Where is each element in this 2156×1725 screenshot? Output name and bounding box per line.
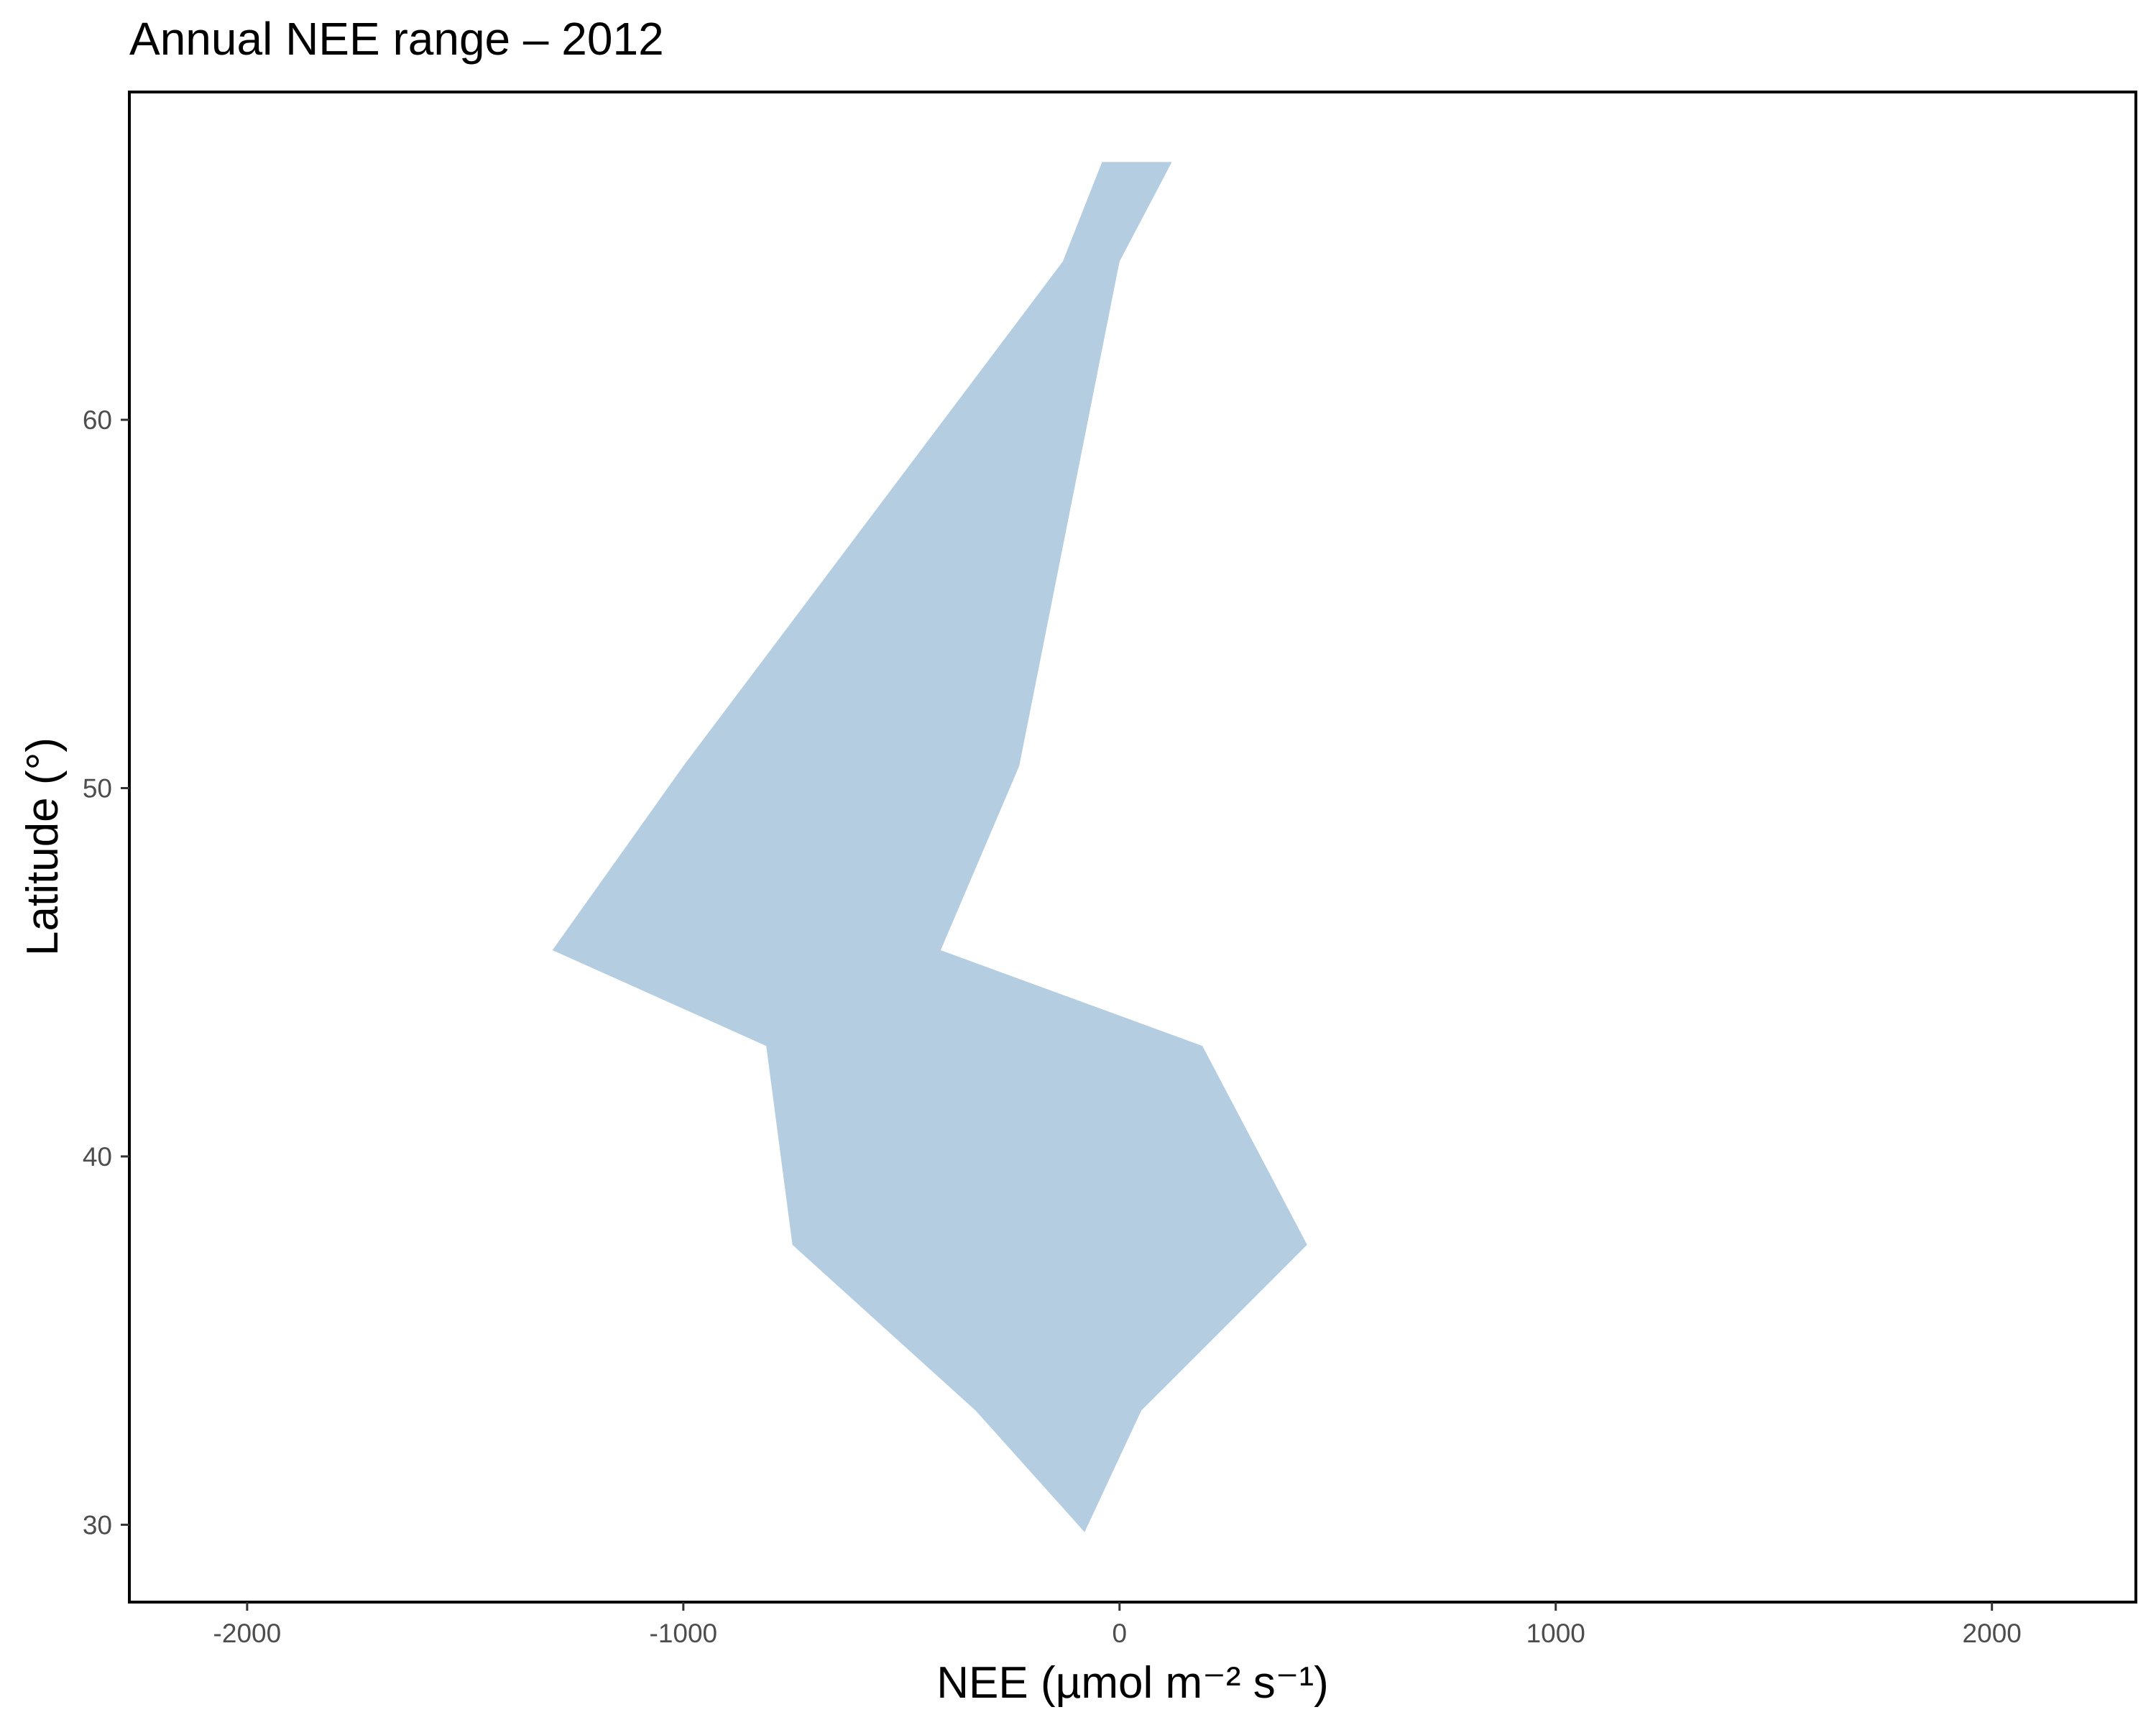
x-tick-label: 0 — [1112, 1619, 1128, 1648]
y-axis-ticks: 30 40 50 60 — [83, 405, 129, 1540]
chart-title: Annual NEE range – 2012 — [129, 13, 664, 65]
x-tick-label: -2000 — [213, 1619, 282, 1648]
y-tick-label: 40 — [83, 1142, 112, 1172]
x-tick-label: -1000 — [650, 1619, 718, 1648]
x-axis-ticks: -2000 -1000 0 1000 2000 — [213, 1602, 2022, 1648]
x-tick-label: 1000 — [1526, 1619, 1585, 1648]
nee-range-ribbon-0 — [552, 162, 1307, 1532]
y-tick-label: 60 — [83, 405, 112, 435]
x-axis-title: NEE (µmol m⁻² s⁻¹) — [936, 1658, 1328, 1708]
plot-area — [552, 162, 1307, 1532]
plot-panel-border — [128, 91, 2137, 1604]
y-axis-title: Latitude (°) — [18, 737, 68, 956]
x-tick-label: 2000 — [1963, 1619, 2022, 1648]
y-tick-label: 30 — [83, 1510, 112, 1540]
y-tick-label: 50 — [83, 774, 112, 804]
